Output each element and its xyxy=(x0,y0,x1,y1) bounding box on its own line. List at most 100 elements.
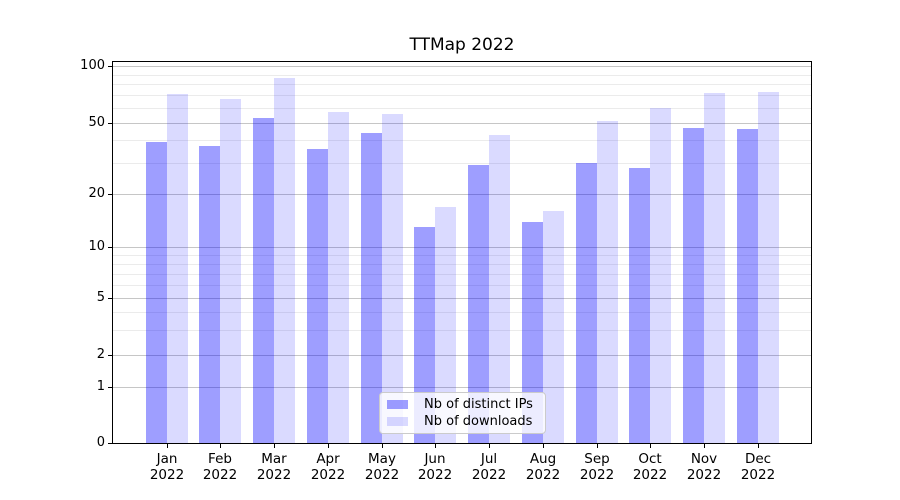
x-tick-nov xyxy=(704,444,705,448)
y-tick-1 xyxy=(108,387,112,388)
bar-downloads-jan xyxy=(166,94,188,443)
year-label: 2022 xyxy=(310,467,346,483)
minor-gridline-60 xyxy=(113,107,811,109)
y-tick-label-10: 10 xyxy=(88,239,105,254)
bar-distinct-ips-apr xyxy=(306,148,328,443)
year-label: 2022 xyxy=(417,467,453,483)
year-label: 2022 xyxy=(471,467,507,483)
month-label: Dec xyxy=(744,451,772,467)
bar-downloads-dec xyxy=(757,91,779,443)
bar-distinct-ips-oct xyxy=(629,168,651,443)
minor-gridline-4 xyxy=(113,312,811,314)
minor-gridline-6 xyxy=(113,284,811,286)
x-tick-label-may: May 2022 xyxy=(352,451,412,483)
month-label: Sep xyxy=(584,451,610,467)
x-tick-may xyxy=(382,444,383,448)
bar-distinct-ips-feb xyxy=(199,146,221,443)
y-tick-5 xyxy=(108,298,112,299)
year-label: 2022 xyxy=(202,467,238,483)
bar-downloads-sep xyxy=(596,121,618,443)
x-tick-sep xyxy=(597,444,598,448)
bar-distinct-ips-may xyxy=(360,132,382,443)
year-label: 2022 xyxy=(579,467,615,483)
year-label: 2022 xyxy=(525,467,561,483)
y-tick-label-50: 50 xyxy=(88,115,105,130)
x-tick-label-jan: Jan 2022 xyxy=(137,451,197,483)
y-tick-label-20: 20 xyxy=(88,186,105,201)
bar-distinct-ips-sep xyxy=(575,162,597,443)
major-gridline-10 xyxy=(113,247,811,249)
x-tick-jan xyxy=(167,444,168,448)
minor-gridline-90 xyxy=(113,74,811,76)
minor-gridline-9 xyxy=(113,254,811,256)
year-label: 2022 xyxy=(686,467,722,483)
chart-title: TTMap 2022 xyxy=(409,35,515,55)
bar-downloads-aug xyxy=(542,211,564,443)
y-tick-10 xyxy=(108,247,112,248)
plot-area xyxy=(112,61,812,444)
y-tick-label-2: 2 xyxy=(96,347,105,362)
x-tick-label-feb: Feb 2022 xyxy=(190,451,250,483)
year-label: 2022 xyxy=(364,467,400,483)
x-tick-label-dec: Dec 2022 xyxy=(728,451,788,483)
year-label: 2022 xyxy=(740,467,776,483)
legend-row-downloads: Nb of downloads xyxy=(387,414,539,429)
x-tick-label-apr: Apr 2022 xyxy=(298,451,358,483)
month-label: Oct xyxy=(638,451,662,467)
legend-label-distinct-ips: Nb of distinct IPs xyxy=(424,397,533,413)
bar-downloads-may xyxy=(381,113,403,443)
month-label: Apr xyxy=(316,451,340,467)
bar-downloads-apr xyxy=(327,112,349,443)
bar-distinct-ips-dec xyxy=(736,129,758,443)
x-tick-jul xyxy=(489,444,490,448)
y-tick-100 xyxy=(108,66,112,67)
minor-gridline-30 xyxy=(113,162,811,164)
y-tick-label-5: 5 xyxy=(96,290,105,305)
month-label: Jun xyxy=(424,451,446,467)
y-tick-label-0: 0 xyxy=(96,435,105,450)
bar-distinct-ips-jun xyxy=(414,227,436,443)
month-label: Jul xyxy=(480,451,498,467)
x-tick-label-nov: Nov 2022 xyxy=(674,451,734,483)
x-tick-label-sep: Sep 2022 xyxy=(567,451,627,483)
y-tick-0 xyxy=(108,443,112,444)
x-tick-label-jul: Jul 2022 xyxy=(459,451,519,483)
y-tick-2 xyxy=(108,355,112,356)
month-label: Feb xyxy=(208,451,232,467)
x-tick-label-mar: Mar 2022 xyxy=(244,451,304,483)
minor-gridline-40 xyxy=(113,140,811,142)
x-tick-jun xyxy=(435,444,436,448)
minor-gridline-70 xyxy=(113,95,811,97)
legend-swatch-downloads xyxy=(387,416,408,426)
x-tick-mar xyxy=(274,444,275,448)
x-tick-dec xyxy=(758,444,759,448)
minor-gridline-3 xyxy=(113,330,811,332)
legend-swatch-distinct-ips xyxy=(387,400,408,410)
legend-label-downloads: Nb of downloads xyxy=(424,413,533,429)
major-gridline-20 xyxy=(113,194,811,196)
year-label: 2022 xyxy=(256,467,292,483)
y-tick-label-100: 100 xyxy=(80,58,105,73)
y-tick-50 xyxy=(108,123,112,124)
bar-distinct-ips-nov xyxy=(683,127,704,443)
major-gridline-5 xyxy=(113,298,811,300)
bar-downloads-mar xyxy=(274,78,295,443)
x-tick-label-oct: Oct 2022 xyxy=(620,451,680,483)
bar-downloads-jun xyxy=(435,206,457,443)
bar-downloads-nov xyxy=(704,92,725,443)
major-gridline-2 xyxy=(113,355,811,357)
x-tick-apr xyxy=(328,444,329,448)
x-tick-oct xyxy=(650,444,651,448)
bar-downloads-feb xyxy=(220,98,242,443)
major-gridline-50 xyxy=(113,122,811,124)
minor-gridline-8 xyxy=(113,263,811,265)
bar-distinct-ips-aug xyxy=(521,221,543,443)
bar-downloads-jul xyxy=(489,134,510,443)
minor-gridline-7 xyxy=(113,273,811,275)
minor-gridline-80 xyxy=(113,84,811,86)
month-label: May xyxy=(368,451,396,467)
month-label: Mar xyxy=(261,451,287,467)
bar-downloads-oct xyxy=(650,107,672,443)
major-gridline-1 xyxy=(113,387,811,389)
